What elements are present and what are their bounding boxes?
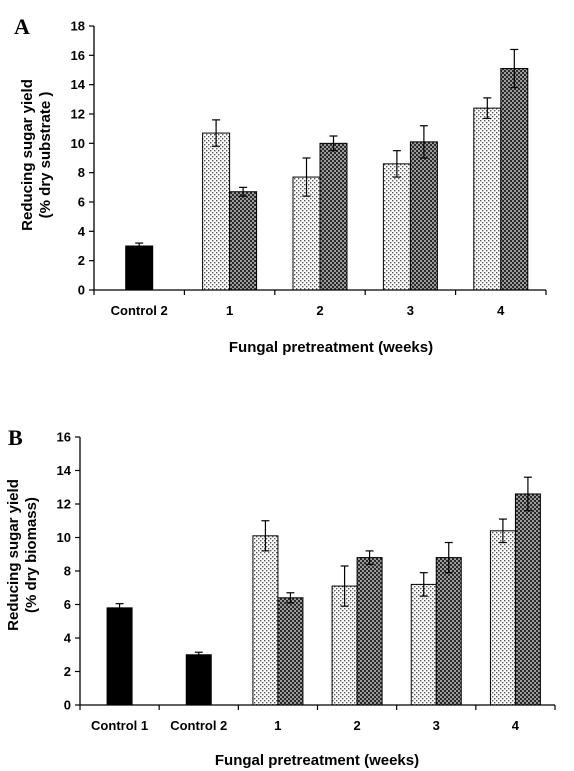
bar-light-dotted (252, 535, 279, 706)
bar-dark-checkered (319, 142, 348, 291)
bar-dark-checkered (435, 557, 462, 706)
panel-label-a: A (14, 14, 30, 39)
y-tick-label: 4 (78, 224, 86, 239)
y-tick-label: 14 (71, 77, 86, 92)
bar-solid (125, 245, 154, 291)
bar-light-dotted (410, 583, 437, 706)
y-tick-label: 0 (78, 283, 85, 298)
y-tick-label: 16 (57, 430, 71, 445)
chart-panel-a: A Reducing sugar yield (% dry substrate … (14, 14, 547, 356)
x-category-label: Control 1 (91, 718, 148, 733)
x-category-label: Control 2 (170, 718, 227, 733)
bar-dark-checkered (500, 68, 529, 291)
y-tick-label: 2 (64, 664, 71, 679)
y-tick-label: 10 (57, 530, 71, 545)
y-axis-title-a-line2: (% dry substrate ) (37, 92, 54, 219)
bar-dark-checkered (514, 493, 541, 706)
x-category-label: 4 (497, 303, 505, 318)
x-category-label: 3 (407, 303, 414, 318)
bar-light-dotted (489, 530, 516, 706)
y-tick-label: 12 (57, 497, 71, 512)
bar-solid (185, 654, 212, 706)
y-tick-label: 0 (64, 698, 71, 713)
x-axis-title-b: Fungal pretreatment (weeks) (215, 752, 419, 769)
y-tick-label: 4 (64, 631, 72, 646)
y-tick-label: 8 (78, 165, 85, 180)
x-category-label: 4 (512, 718, 520, 733)
bar-light-dotted (473, 107, 502, 291)
y-axis-title-a-line1: Reducing sugar yield (19, 79, 36, 231)
x-category-label: 2 (316, 303, 323, 318)
x-axis-title-a: Fungal pretreatment (weeks) (229, 339, 433, 356)
y-tick-label: 8 (64, 564, 71, 579)
y-tick-label: 18 (71, 19, 85, 34)
x-category-label: 2 (353, 718, 360, 733)
bar-dark-checkered (229, 191, 258, 291)
y-axis-title-b-line2: (% dry biomass) (23, 497, 40, 613)
x-category-label: 1 (274, 718, 281, 733)
y-tick-label: 2 (78, 253, 85, 268)
bar-solid (106, 607, 133, 706)
bar-dark-checkered (409, 141, 438, 291)
y-tick-label: 10 (71, 136, 85, 151)
chart-panel-b: B Reducing sugar yield (% dry biomass) 0… (5, 425, 556, 769)
bar-light-dotted (382, 163, 411, 291)
x-category-label: 3 (433, 718, 440, 733)
y-axis-title-b-line1: Reducing sugar yield (5, 479, 22, 631)
panel-label-b: B (8, 425, 23, 450)
y-tick-label: 6 (78, 195, 85, 210)
y-tick-label: 6 (64, 597, 71, 612)
bar-dark-checkered (356, 557, 383, 706)
y-tick-label: 14 (57, 463, 72, 478)
y-tick-label: 12 (71, 107, 85, 122)
y-tick-label: 16 (71, 48, 85, 63)
x-category-label: 1 (226, 303, 233, 318)
bar-light-dotted (202, 132, 231, 291)
bar-dark-checkered (277, 597, 304, 706)
x-category-label: Control 2 (111, 303, 168, 318)
